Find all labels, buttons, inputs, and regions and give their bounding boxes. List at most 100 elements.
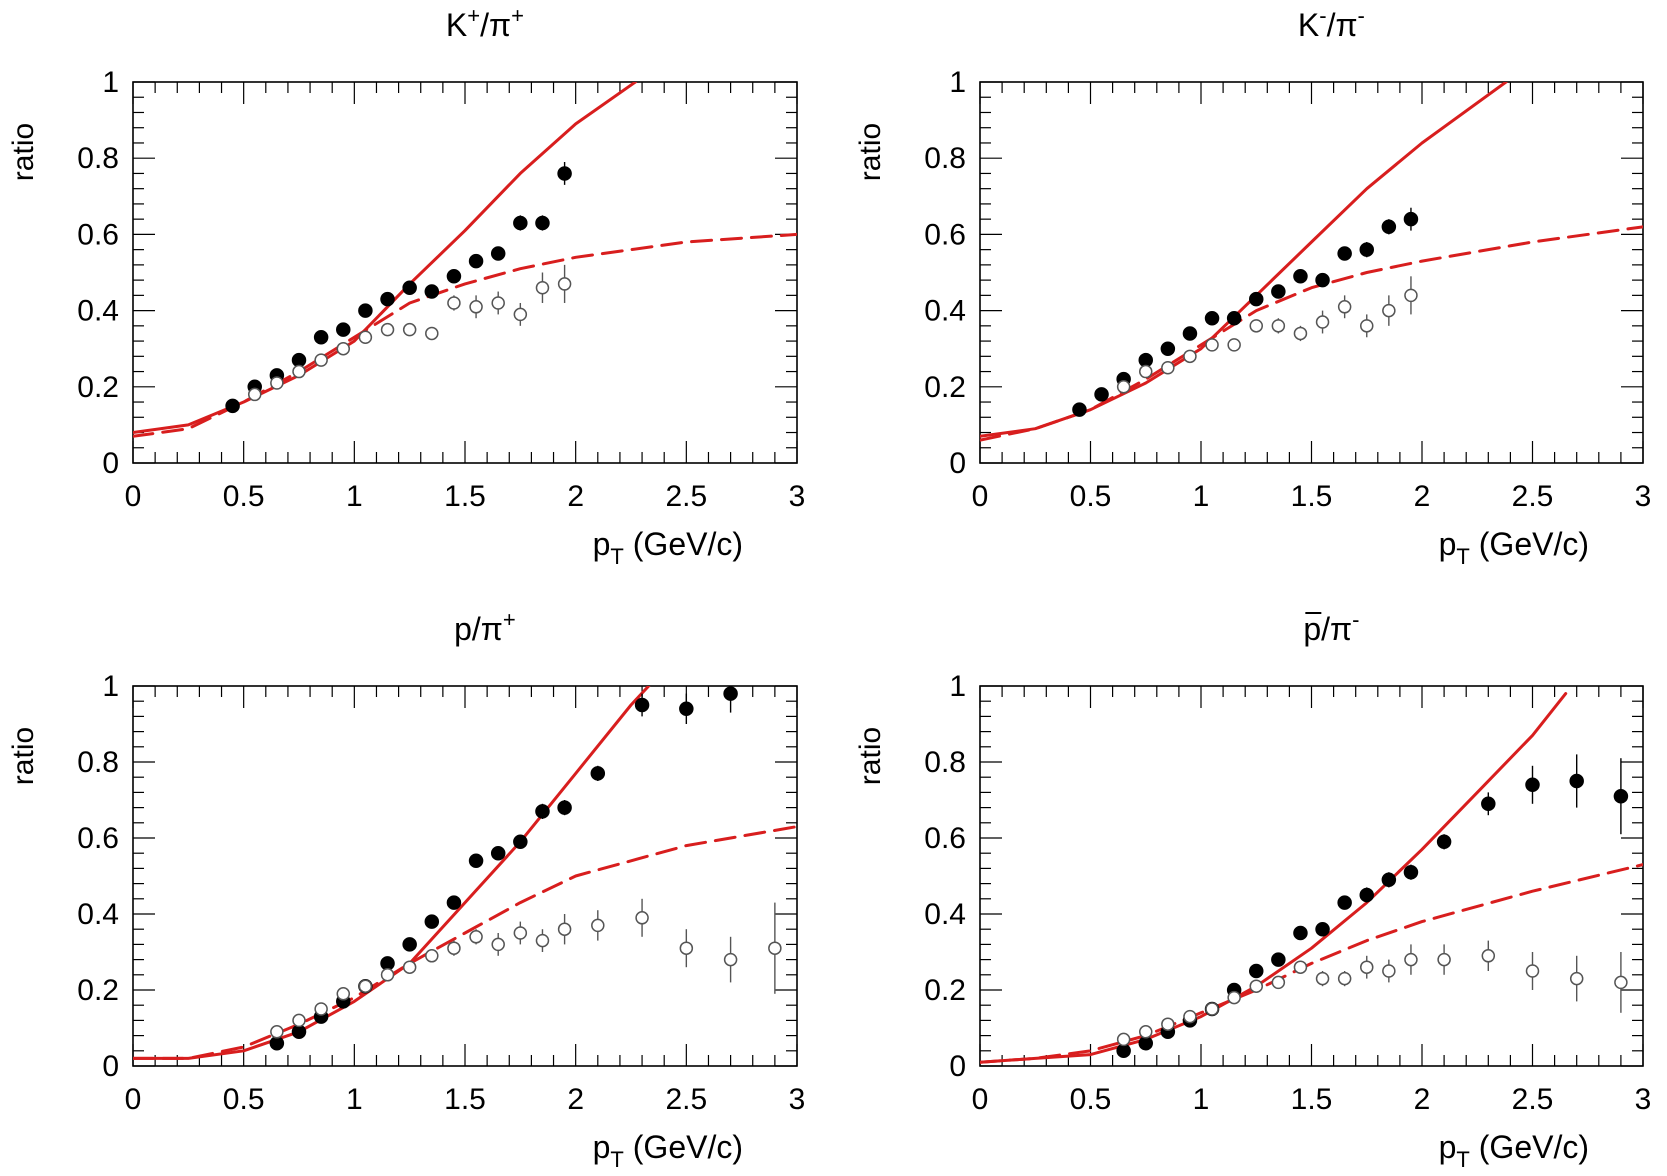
y-tick-label: 1 [102, 670, 119, 703]
filled-data-point [291, 1024, 307, 1040]
filled-data-point [1138, 352, 1153, 368]
filled-data-point [402, 937, 417, 952]
open-data-point [1360, 319, 1374, 333]
title-base: p [454, 611, 472, 647]
y-axis-label: ratio [7, 727, 40, 785]
open-data-point [1525, 964, 1540, 978]
open-data-point [314, 1002, 328, 1016]
filled-data-point [1403, 211, 1419, 227]
filled-data-point [402, 280, 417, 295]
open-data-point [1116, 1032, 1131, 1047]
y-tick-label: 1 [102, 66, 119, 99]
filled-data-point [1116, 1043, 1131, 1059]
x-tick-label: 2.5 [665, 1083, 707, 1116]
filled-data-point [557, 800, 572, 815]
x-tick-label: 2.5 [665, 480, 707, 513]
open-data-point [358, 979, 373, 993]
title-mid: /π [472, 611, 503, 647]
filled-data-point [513, 834, 528, 850]
filled-data-point [1337, 246, 1352, 261]
filled-data-point [468, 253, 484, 269]
open-data-point [1437, 952, 1451, 967]
x-axis-label-sub: T [1456, 1147, 1469, 1172]
filled-data-point [1249, 291, 1264, 307]
open-data-point [447, 941, 461, 955]
dashed-curve [980, 225, 1643, 442]
open-data-point [469, 300, 483, 314]
open-data-point [1293, 326, 1308, 341]
x-tick-label: 0.5 [1070, 480, 1112, 513]
filled-data-point [1293, 925, 1308, 941]
open-data-point [723, 952, 738, 967]
y-tick-label: 1 [949, 66, 966, 99]
y-tick-label: 0.2 [924, 371, 966, 404]
y-axis-label: ratio [854, 727, 887, 785]
open-data-point [1337, 300, 1352, 314]
open-data-point [247, 387, 262, 402]
open-data-point [1614, 975, 1628, 990]
filled-data-point [1403, 864, 1419, 880]
y-tick-label: 0.4 [77, 898, 119, 931]
x-tick-label: 1 [1193, 480, 1210, 513]
y-tick-label: 0 [949, 447, 966, 480]
open-data-point [425, 949, 439, 963]
x-axis-label-sub: T [610, 1147, 623, 1172]
x-axis-label-rest: (GeV/c) [624, 526, 743, 562]
title-sup: + [467, 3, 480, 28]
filled-data-point [1094, 387, 1109, 402]
open-data-point [380, 322, 395, 337]
filled-data-point [1436, 834, 1452, 850]
filled-data-point [291, 352, 307, 368]
open-data-point [535, 280, 550, 295]
x-tick-label: 0.5 [1070, 1083, 1112, 1116]
filled-data-point [1271, 284, 1286, 299]
filled-data-point [634, 697, 650, 713]
title-sup2: + [503, 607, 516, 632]
x-tick-label: 2 [567, 480, 584, 513]
open-data-point [1183, 349, 1197, 364]
x-axis-label: pT (GeV/c) [1439, 1129, 1589, 1172]
filled-data-point [1315, 272, 1330, 288]
open-data-point [270, 376, 284, 390]
y-tick-label: 0.8 [77, 142, 119, 175]
y-tick-label: 0.8 [924, 142, 966, 175]
open-data-point [1161, 1017, 1175, 1031]
y-tick-label: 0.6 [924, 218, 966, 251]
chart-panel-1: 0 0.5 1 1.5 2 2.5 3 0 0.2 0.4 0.6 0.8 1 ratio pT (GeV/… [7, 3, 805, 569]
x-tick-label: 1.5 [1291, 1083, 1333, 1116]
chart-title: p/π- [1303, 607, 1359, 647]
open-data-point [270, 1025, 284, 1039]
filled-data-point [446, 269, 462, 284]
x-tick-label: 1.5 [444, 480, 486, 513]
filled-data-point [535, 804, 550, 819]
filled-data-point [590, 766, 606, 781]
open-data-point [513, 926, 528, 940]
open-data-point [1404, 288, 1418, 303]
filled-data-point [225, 398, 240, 414]
open-data-point [447, 296, 461, 310]
x-axis-label-main: p [593, 1129, 611, 1165]
filled-data-point [446, 895, 462, 910]
x-tick-label: 1 [346, 480, 363, 513]
x-tick-label: 2.5 [1512, 480, 1554, 513]
open-data-point [1249, 319, 1263, 333]
open-data-point [635, 911, 649, 925]
solid-curve [133, 82, 637, 434]
filled-data-point [1315, 921, 1330, 937]
filled-data-point [1359, 887, 1374, 903]
title-base: p [1303, 611, 1321, 647]
filled-data-point [468, 853, 484, 869]
open-data-point [336, 987, 351, 1001]
open-data-point [679, 941, 694, 955]
x-tick-label: 0.5 [223, 480, 265, 513]
filled-data-point [490, 845, 506, 861]
title-sup: - [1319, 3, 1326, 28]
y-tick-label: 0.4 [924, 898, 966, 931]
y-tick-label: 0.2 [77, 371, 119, 404]
filled-data-point [269, 1035, 285, 1051]
open-data-point [557, 277, 572, 291]
open-data-point [491, 937, 505, 952]
open-data-point [1139, 364, 1153, 379]
